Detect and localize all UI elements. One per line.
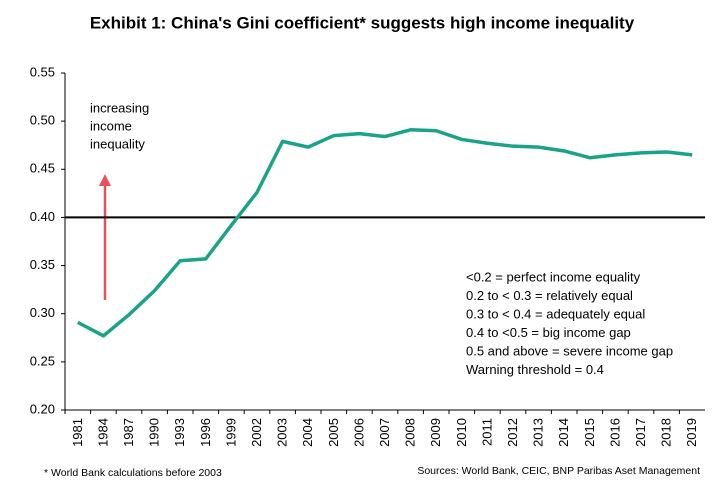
legend-note: <0.2 = perfect income equality [466,269,641,284]
x-tick-label: 2002 [249,418,264,447]
legend-note: 0.2 to < 0.3 = relatively equal [466,288,633,303]
x-tick-label: 2005 [326,418,341,447]
series-line [76,128,693,338]
x-tick-label: 2015 [582,418,597,447]
x-tick-label: 1990 [147,418,162,447]
y-tick-label: 0.50 [30,113,55,128]
legend-note: 0.3 to < 0.4 = adequately equal [466,306,645,321]
source: Sources: World Bank, CEIC, BNP Paribas A… [417,465,700,477]
x-tick-label: 2010 [454,418,469,447]
y-tick-label: 0.40 [30,209,55,224]
x-tick-label: 2016 [607,418,622,447]
x-tick-label: 2007 [377,418,392,447]
legend-note: 0.5 and above = severe income gap [466,343,673,358]
chart-title: Exhibit 1: China's Gini coefficient* sug… [90,13,635,32]
y-tick-label: 0.30 [30,305,55,320]
x-tick-label: 2004 [300,418,315,447]
y-tick-label: 0.20 [30,401,55,416]
x-tick-label: 1996 [198,418,213,447]
legend-note: Warning threshold = 0.4 [466,362,604,377]
x-tick-label: 1984 [95,418,110,447]
x-tick-label: 2011 [479,418,494,446]
x-tick-label: 1999 [223,418,238,447]
x-tick-label: 2008 [403,418,418,447]
x-tick-label: 2019 [684,418,699,447]
arrow-head [99,174,111,186]
legend-note: 0.4 to <0.5 = big income gap [466,325,631,340]
annotation: income [90,118,132,133]
x-tick-label: 2017 [633,418,648,447]
x-tick-label: 2003 [275,418,290,447]
y-tick-label: 0.45 [30,161,55,176]
x-tick-label: 2014 [556,418,571,447]
x-tick-label: 1981 [70,418,85,447]
x-tick-label: 2006 [351,418,366,447]
annotation: inequality [90,136,145,151]
y-tick-label: 0.35 [30,257,55,272]
x-tick-label: 1987 [121,418,136,447]
x-tick-label: 2012 [505,418,520,447]
y-tick-label: 0.55 [30,64,55,79]
x-tick-label: 2013 [531,418,546,447]
x-tick-label: 2009 [428,418,443,447]
x-tick-label: 2018 [659,418,674,447]
y-tick-label: 0.25 [30,353,55,368]
x-tick-label: 1993 [172,418,187,447]
annotation: increasing [90,100,149,115]
footnote: * World Bank calculations before 2003 [44,467,222,479]
